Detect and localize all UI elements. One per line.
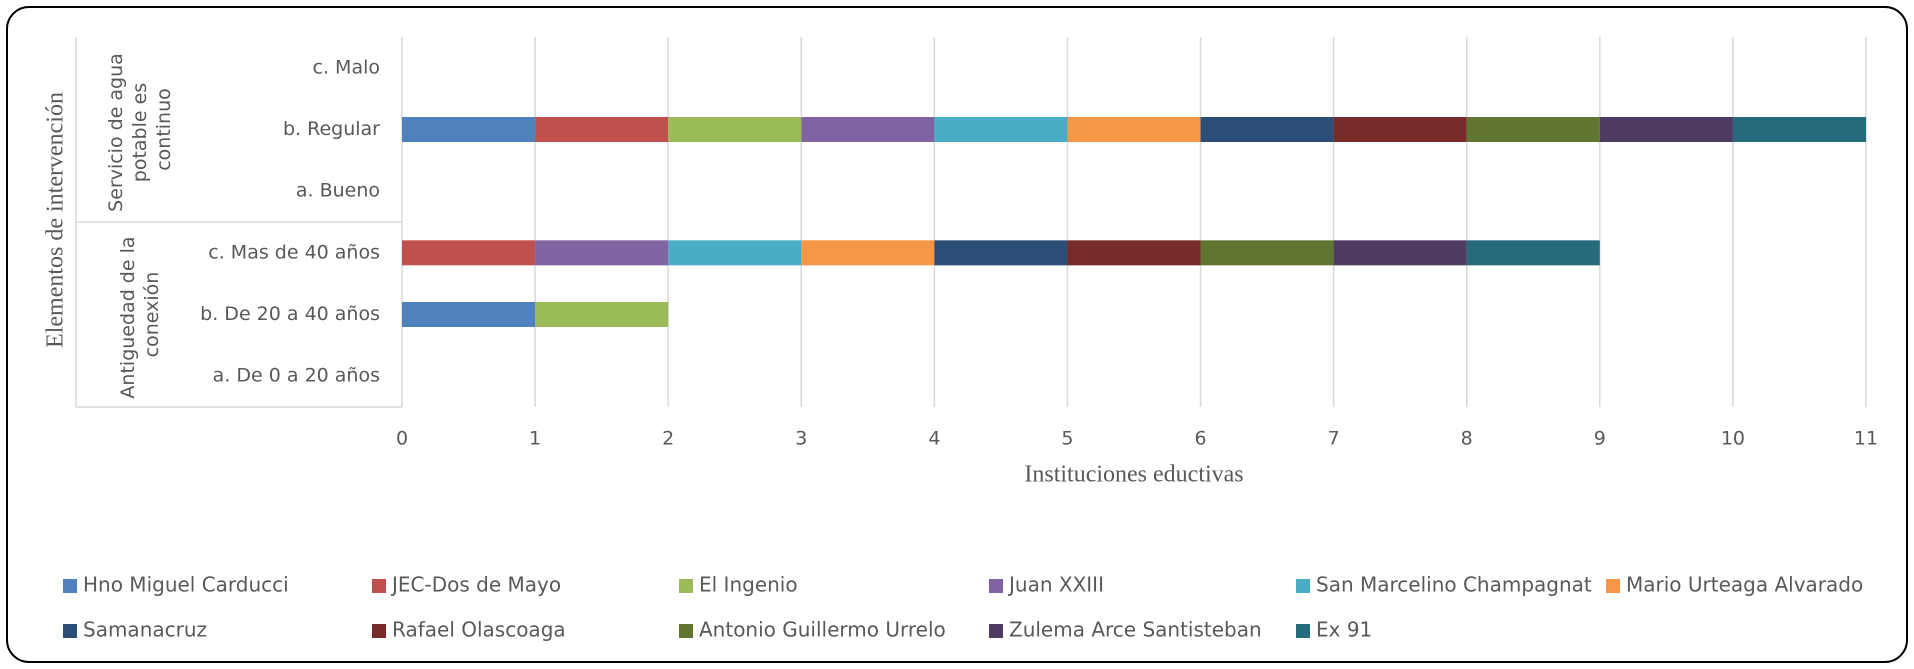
bar bbox=[1200, 117, 1334, 142]
legend-swatch bbox=[372, 579, 386, 593]
legend-swatch bbox=[679, 579, 693, 593]
legend-swatch bbox=[63, 624, 77, 638]
bar bbox=[1333, 240, 1467, 266]
bar bbox=[402, 117, 536, 142]
bar bbox=[1466, 240, 1600, 266]
x-tick-label: 11 bbox=[1854, 428, 1878, 450]
bar bbox=[1333, 117, 1467, 142]
legend-label: Antonio Guillermo Urrelo bbox=[699, 618, 946, 642]
x-tick-label: 9 bbox=[1594, 428, 1606, 450]
legend-swatch bbox=[989, 579, 1003, 593]
bar bbox=[1067, 240, 1201, 266]
x-tick-label: 3 bbox=[795, 428, 807, 450]
legend-label: Juan XXIII bbox=[1007, 573, 1104, 597]
legend-swatch bbox=[989, 624, 1003, 638]
x-axis-title: Instituciones eductivas bbox=[1024, 462, 1243, 488]
bar bbox=[535, 302, 669, 327]
x-tick-label: 6 bbox=[1194, 428, 1206, 450]
x-tick-label: 2 bbox=[662, 428, 674, 450]
legend-label: Zulema Arce Santisteban bbox=[1009, 618, 1262, 642]
y-tick-label: b. Regular bbox=[283, 118, 380, 140]
bar bbox=[801, 240, 935, 266]
x-tick-label: 4 bbox=[928, 428, 940, 450]
x-tick-label: 7 bbox=[1328, 428, 1340, 450]
y-tick-label: a. Bueno bbox=[296, 180, 380, 202]
y-tick-label: c. Malo bbox=[313, 56, 380, 78]
bar bbox=[934, 117, 1068, 142]
bar bbox=[1067, 117, 1201, 142]
bar bbox=[1200, 240, 1334, 266]
bar bbox=[668, 240, 802, 266]
x-tick-label: 5 bbox=[1061, 428, 1073, 450]
group-label: Servicio de agua potable es continuo bbox=[105, 47, 175, 212]
legend-swatch bbox=[1606, 579, 1620, 593]
bar bbox=[668, 117, 802, 142]
legend-label: San Marcelino Champagnat bbox=[1316, 573, 1592, 597]
frame bbox=[6, 6, 1908, 663]
legend-label: Mario Urteaga Alvarado bbox=[1626, 573, 1863, 597]
bar bbox=[1466, 117, 1600, 142]
legend-label: Samanacruz bbox=[83, 618, 207, 642]
bar bbox=[1599, 117, 1733, 142]
legend-label: Rafael Olascoaga bbox=[392, 618, 566, 642]
y-axis-title: Elementos de intervención bbox=[43, 92, 69, 348]
y-tick-label: b. De 20 a 40 años bbox=[200, 303, 380, 325]
bar bbox=[934, 240, 1068, 266]
bar bbox=[801, 117, 935, 142]
bar bbox=[1732, 117, 1866, 142]
legend-swatch bbox=[63, 579, 77, 593]
bar bbox=[402, 240, 536, 266]
group-label: Antiguedad de la conexión bbox=[117, 230, 163, 398]
legend-swatch bbox=[1296, 624, 1310, 638]
bar bbox=[402, 302, 536, 327]
y-tick-label: c. Mas de 40 años bbox=[208, 241, 380, 263]
bar bbox=[535, 117, 669, 142]
legend-swatch bbox=[679, 624, 693, 638]
legend-label: Ex 91 bbox=[1316, 618, 1372, 642]
x-tick-label: 8 bbox=[1461, 428, 1473, 450]
legend-label: El Ingenio bbox=[699, 573, 798, 597]
bar bbox=[535, 240, 669, 266]
x-tick-label: 0 bbox=[396, 428, 408, 450]
legend-swatch bbox=[1296, 579, 1310, 593]
legend-label: JEC-Dos de Mayo bbox=[390, 573, 561, 597]
y-tick-label: a. De 0 a 20 años bbox=[213, 365, 380, 387]
legend-swatch bbox=[372, 624, 386, 638]
legend-label: Hno Miguel Carducci bbox=[83, 573, 289, 597]
x-tick-label: 10 bbox=[1721, 428, 1745, 450]
x-tick-label: 1 bbox=[529, 428, 541, 450]
